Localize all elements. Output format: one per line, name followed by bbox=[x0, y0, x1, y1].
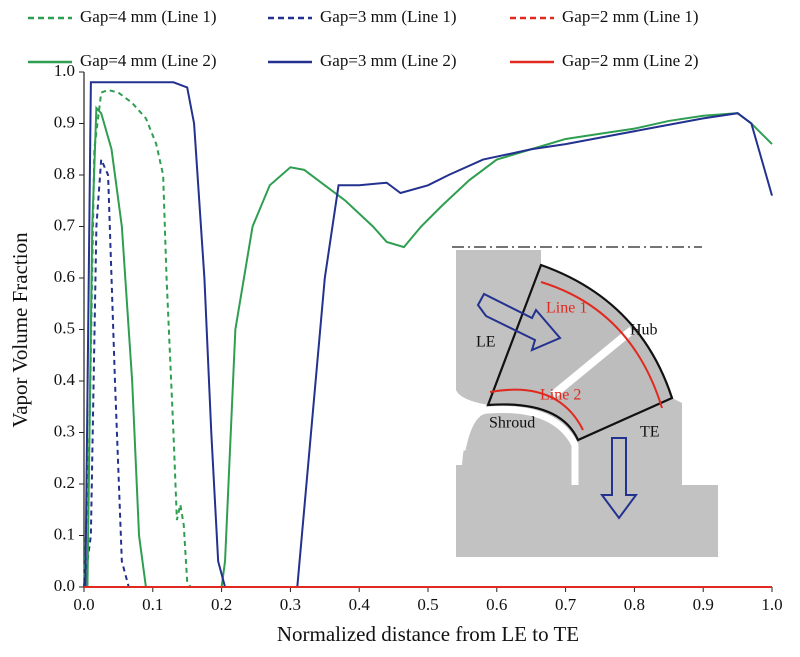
series-line bbox=[84, 81, 773, 588]
label-shroud: Shroud bbox=[489, 415, 535, 432]
inset-diagram: LE Hub Line 1 Line 2 Shroud TE bbox=[452, 246, 718, 557]
y-tick-label: 0.6 bbox=[54, 267, 75, 286]
x-axis-title: Normalized distance from LE to TE bbox=[277, 622, 579, 646]
inflow-arrow bbox=[476, 292, 562, 352]
x-tick-label: 0.8 bbox=[624, 595, 645, 614]
y-tick-label: 0.9 bbox=[54, 112, 75, 131]
x-tick-label: 0.2 bbox=[211, 595, 232, 614]
y-tick-label: 0.7 bbox=[54, 215, 76, 234]
series-line bbox=[83, 159, 130, 588]
x-tick-label: 0.6 bbox=[486, 595, 507, 614]
legend-label: Gap=3 mm (Line 1) bbox=[320, 7, 457, 26]
y-axis-title: Vapor Volume Fraction bbox=[8, 232, 32, 428]
outflow-arrow bbox=[600, 437, 638, 520]
line1-path bbox=[540, 281, 663, 409]
label-te: TE bbox=[640, 424, 660, 441]
legend-label: Gap=2 mm (Line 1) bbox=[562, 7, 699, 26]
legend-label: Gap=4 mm (Line 1) bbox=[80, 7, 217, 26]
blade-passage bbox=[486, 263, 674, 442]
y-tick-label: 0.4 bbox=[54, 370, 76, 389]
x-tick-label: 1.0 bbox=[761, 595, 782, 614]
series-line bbox=[83, 88, 192, 588]
y-tick-label: 0.8 bbox=[54, 164, 75, 183]
y-tick-label: 0.2 bbox=[54, 473, 75, 492]
label-hub: Hub bbox=[630, 322, 658, 339]
series-line bbox=[84, 105, 773, 588]
x-tick-label: 0.3 bbox=[280, 595, 301, 614]
label-line1: Line 1 bbox=[546, 300, 587, 317]
legend-label: Gap=2 mm (Line 2) bbox=[562, 51, 699, 70]
shroud-gap bbox=[458, 405, 579, 485]
x-tick-label: 0.9 bbox=[693, 595, 714, 614]
y-tick-label: 0.5 bbox=[54, 318, 75, 337]
y-tick-label: 0.0 bbox=[54, 576, 75, 595]
hub-gap bbox=[550, 326, 635, 399]
x-tick-label: 0.4 bbox=[349, 595, 371, 614]
y-tick-label: 1.0 bbox=[54, 61, 75, 80]
y-tick-label: 0.1 bbox=[54, 524, 75, 543]
x-tick-label: 0.0 bbox=[73, 595, 94, 614]
legend-label: Gap=3 mm (Line 2) bbox=[320, 51, 457, 70]
x-tick-label: 0.5 bbox=[417, 595, 438, 614]
legend-label: Gap=4 mm (Line 2) bbox=[80, 51, 217, 70]
y-tick-label: 0.3 bbox=[54, 421, 75, 440]
x-tick-label: 0.7 bbox=[555, 595, 577, 614]
x-tick-label: 0.1 bbox=[142, 595, 163, 614]
line2-path bbox=[489, 388, 584, 431]
label-line2: Line 2 bbox=[540, 387, 581, 404]
label-le: LE bbox=[476, 334, 496, 351]
